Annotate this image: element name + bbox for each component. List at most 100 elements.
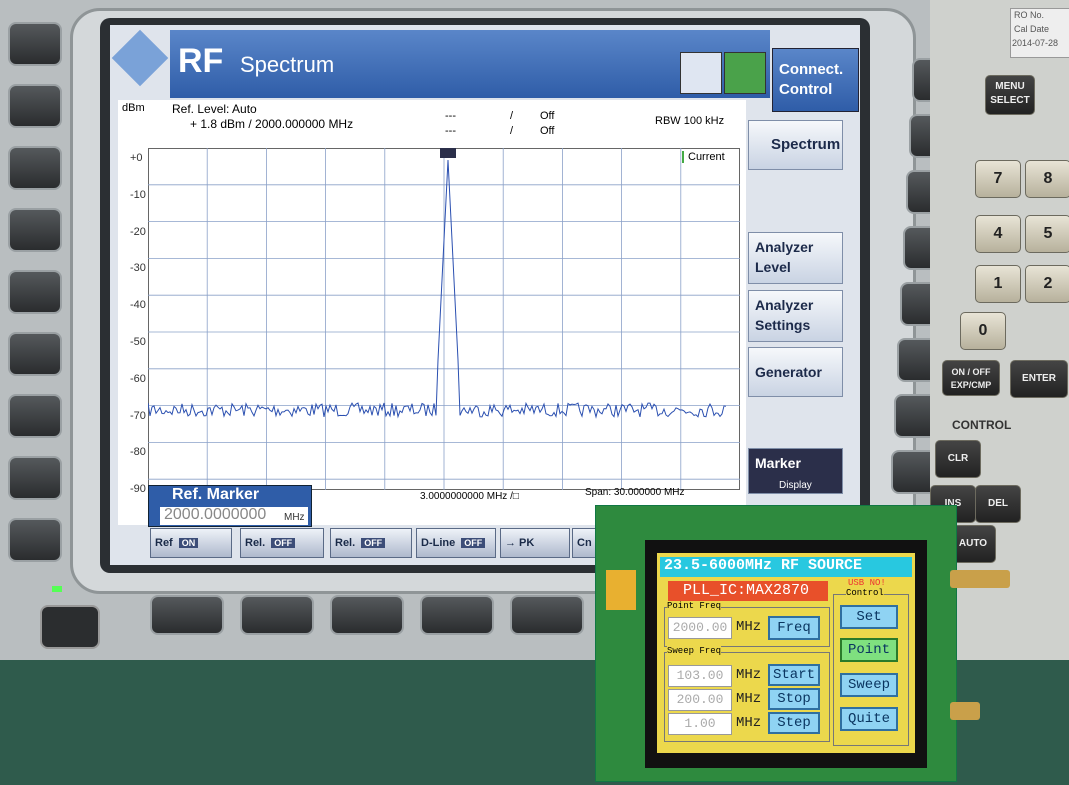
mhz: MHz	[736, 715, 761, 731]
on-off-key: ON / OFF EXP/CMP	[942, 360, 1000, 396]
usb-status: USB NO!	[848, 578, 886, 588]
ro-label: RO No.	[1014, 10, 1044, 20]
key-7: 7	[975, 160, 1021, 198]
softkey-label: Cn	[577, 537, 592, 549]
menu-generator: Generator	[748, 347, 843, 397]
start-button: Start	[768, 664, 820, 686]
step-button: Step	[768, 712, 820, 734]
side-key	[8, 518, 62, 562]
menu-analyzer-settings: Analyzer Settings	[748, 290, 843, 342]
bottom-key	[420, 595, 494, 635]
enter-key: ENTER	[1010, 360, 1068, 398]
clr-key: CLR	[935, 440, 981, 478]
screen-title: Spectrum	[240, 52, 334, 78]
key-8: 8	[1025, 160, 1069, 198]
pll-label: PLL_IC:MAX2870	[683, 582, 809, 599]
softkey-label: D-Line	[421, 537, 455, 549]
side-key	[8, 456, 62, 500]
softkey-state: OFF	[271, 538, 295, 548]
softkey-label: Rel.	[245, 537, 265, 549]
rbw: RBW 100 kHz	[655, 115, 724, 127]
connector	[950, 570, 1010, 588]
bottom-key	[330, 595, 404, 635]
key-2: 2	[1025, 265, 1069, 303]
softkey-state: OFF	[461, 538, 485, 548]
mhz: MHz	[736, 691, 761, 707]
ref-value: + 1.8 dBm / 2000.000000 MHz	[190, 117, 353, 131]
marker-2-state: Off	[540, 125, 554, 137]
y-label: -40	[130, 299, 146, 311]
per-division: 3.0000000000 MHz /□	[420, 491, 519, 502]
softkey: Rel. OFF	[240, 528, 324, 558]
menu-analyzer-level: Analyzer Level	[748, 232, 843, 284]
plot	[148, 148, 740, 490]
cal-date: 2014-07-28	[1012, 38, 1058, 48]
unit: dBm	[122, 102, 145, 114]
softkey: D-Line OFF	[416, 528, 496, 558]
menu-spectrum: Spectrum	[748, 120, 843, 170]
ref-marker-value: 2000.0000000	[164, 506, 266, 524]
connect-label: Connect. Control	[779, 60, 849, 100]
slash: /	[510, 110, 513, 122]
bottom-key	[510, 595, 584, 635]
y-label: -10	[130, 189, 146, 201]
marker-sub: Display	[755, 480, 812, 491]
side-key	[8, 208, 62, 252]
side-key	[8, 270, 62, 314]
bottom-key	[240, 595, 314, 635]
photo: {"analyzer":{"brand":"RF","title":"Spect…	[0, 0, 1069, 785]
y-label: -90	[130, 483, 146, 495]
ref-marker-label: Ref. Marker	[172, 486, 259, 504]
control-label: CONTROL	[952, 418, 1011, 432]
key-0: 0	[960, 312, 1006, 350]
mhz: MHz	[736, 667, 761, 683]
sweep-freq-label: Sweep Freq	[667, 646, 721, 656]
icon	[680, 52, 722, 94]
point-freq-label: Point Freq	[667, 601, 721, 611]
power-button	[40, 605, 100, 649]
y-label: -50	[130, 336, 146, 348]
stop-button: Stop	[768, 688, 820, 710]
y-label: -70	[130, 410, 146, 422]
menu-marker: MarkerDisplay	[748, 448, 843, 494]
stop-field: 200.00	[668, 689, 732, 711]
slash: /	[510, 125, 513, 137]
softkey-state: ON	[179, 538, 199, 548]
softkey: Ref ON	[150, 528, 232, 558]
softkey-label: Rel.	[335, 537, 355, 549]
connector	[950, 702, 980, 720]
y-label: -30	[130, 262, 146, 274]
step-field: 1.00	[668, 713, 732, 735]
brand: RF	[178, 42, 223, 81]
sweep-button: Sweep	[840, 673, 898, 697]
softkey-state: OFF	[361, 538, 385, 548]
key-5: 5	[1025, 215, 1069, 253]
del-key: DEL	[975, 485, 1021, 523]
marker-2: ---	[445, 125, 456, 137]
power-led	[52, 586, 62, 592]
softkey: → PK	[500, 528, 570, 558]
marker-1: ---	[445, 110, 456, 122]
side-key	[8, 22, 62, 66]
point-button: Point	[840, 638, 898, 662]
marker-1-state: Off	[540, 110, 554, 122]
side-key	[8, 332, 62, 376]
trace-label: Current	[682, 151, 725, 163]
softkey-label: Ref	[155, 537, 173, 549]
header-pins	[606, 570, 636, 610]
bottom-key	[150, 595, 224, 635]
lcd-title: 23.5-6000MHz RF SOURCE	[664, 557, 862, 574]
softkey-label: → PK	[505, 537, 534, 549]
quite-button: Quite	[840, 707, 898, 731]
ref-marker-unit: MHz	[284, 512, 305, 523]
marker-flag	[440, 148, 456, 158]
menu-select-key: MENU SELECT	[985, 75, 1035, 115]
control-label: Control	[846, 588, 884, 598]
y-label: -20	[130, 226, 146, 238]
cal-label: Cal Date	[1014, 24, 1049, 34]
freq-button: Freq	[768, 616, 820, 640]
y-label: +0	[130, 152, 143, 164]
start-field: 103.00	[668, 665, 732, 687]
icon	[724, 52, 766, 94]
softkey: Rel. OFF	[330, 528, 412, 558]
